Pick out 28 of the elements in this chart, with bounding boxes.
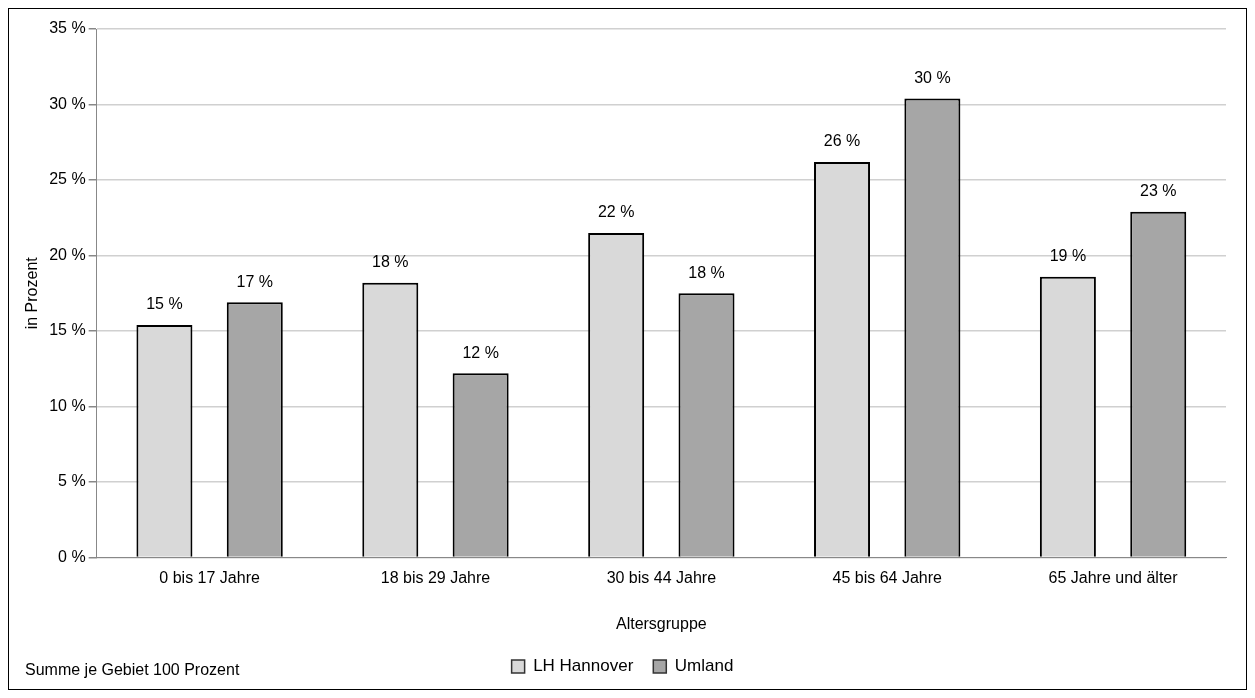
y-tick-label: 30 % [49, 94, 86, 112]
y-tick-label: 20 % [49, 245, 86, 263]
x-tick-label: 45 bis 64 Jahre [832, 568, 943, 586]
data-label: 23 % [1140, 182, 1177, 200]
y-axis-title: in Prozent [23, 256, 41, 330]
y-tick-label: 10 % [49, 396, 86, 414]
y-tick-label: 15 % [49, 321, 86, 339]
data-label: 18 % [372, 253, 409, 271]
data-label: 17 % [236, 272, 274, 290]
data-label: 18 % [688, 263, 725, 281]
x-tick-label: 30 bis 44 Jahre [606, 568, 717, 586]
x-tick-label: 0 bis 17 Jahre [159, 568, 260, 586]
legend-label: Umland [674, 656, 734, 676]
legend-label: LH Hannover [533, 656, 634, 676]
x-axis-title: Altersgruppe [615, 614, 707, 632]
data-label: 15 % [146, 295, 183, 313]
data-label: 22 % [597, 203, 635, 221]
y-tick-label: 5 % [58, 472, 86, 490]
data-label: 19 % [1049, 247, 1087, 265]
y-tick-label: 0 % [58, 548, 86, 566]
text: Summe je Gebiet 100 Prozent [25, 661, 240, 678]
data-label: 12 % [462, 343, 499, 361]
x-tick-label: 65 Jahre und älter [1048, 568, 1179, 586]
data-label: 26 % [823, 132, 861, 150]
x-tick-label: 18 bis 29 Jahre [380, 568, 491, 586]
y-tick-label: 25 % [49, 170, 86, 188]
data-label: 30 % [914, 68, 951, 86]
y-tick-label: 35 % [49, 19, 86, 37]
